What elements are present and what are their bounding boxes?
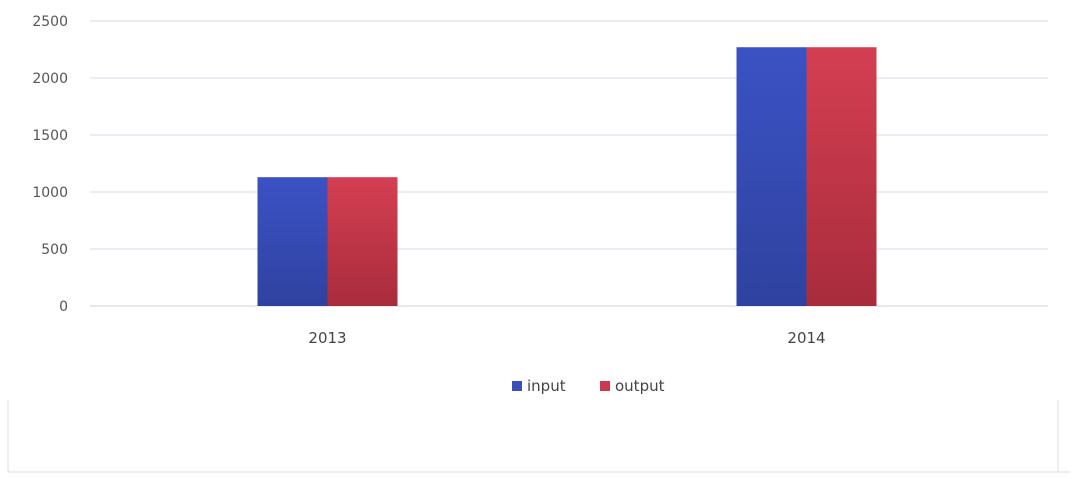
x-category-label: 2014 — [787, 329, 825, 347]
bar-input-2013 — [258, 177, 328, 306]
legend: input output — [512, 377, 665, 395]
x-axis-categories: 2013 2014 — [308, 329, 825, 347]
y-tick-label: 500 — [41, 242, 68, 258]
y-tick-label: 0 — [59, 299, 68, 315]
legend-swatch-input — [512, 381, 522, 391]
legend-label-output: output — [615, 377, 665, 395]
y-tick-label: 2000 — [32, 71, 68, 87]
bar-output-2014 — [807, 47, 877, 306]
y-tick-label: 1000 — [32, 185, 68, 201]
gridlines — [90, 21, 1048, 306]
legend-label-input: input — [527, 377, 566, 395]
y-axis-ticks: 0 500 1000 1500 2000 2500 — [32, 14, 68, 315]
bar-output-2013 — [328, 177, 398, 306]
bars — [258, 47, 877, 306]
y-tick-label: 2500 — [32, 14, 68, 30]
legend-swatch-output — [600, 381, 610, 391]
x-category-label: 2013 — [308, 329, 346, 347]
bar-input-2014 — [737, 47, 807, 306]
y-tick-label: 1500 — [32, 128, 68, 144]
